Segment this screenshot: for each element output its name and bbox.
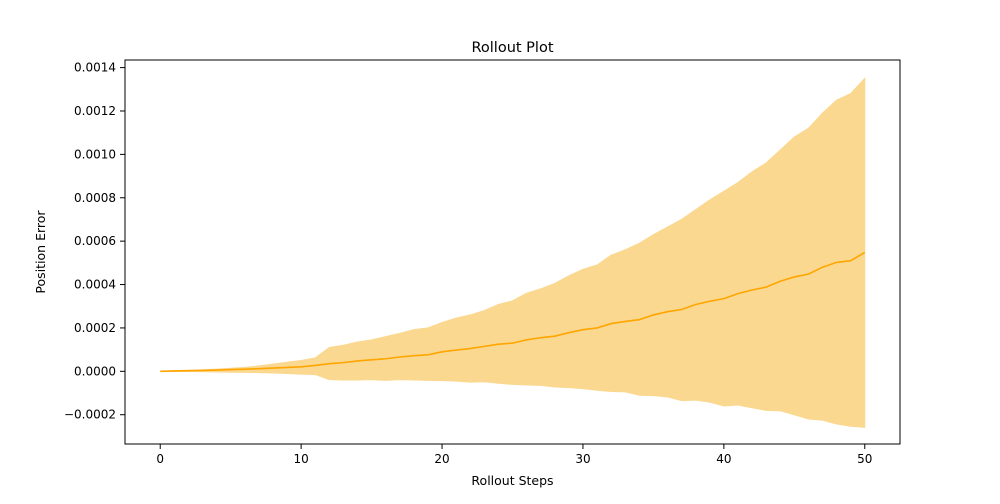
y-axis-ticks: −0.0002 0.0000 0.0002 0.0004 0.0006 0.0008 0.0… (64, 61, 125, 422)
x-tick-label: 50 (857, 452, 872, 466)
y-tick-label: 0.0002 (74, 321, 116, 335)
x-tick-label: 10 (293, 452, 308, 466)
mean-error-line (160, 251, 866, 373)
y-tick-label: −0.0002 (64, 408, 116, 422)
y-axis-label: Position Error (33, 210, 48, 294)
plot-layer (160, 77, 866, 428)
y-tick-label: 0.0000 (74, 364, 116, 378)
x-tick-label: 40 (716, 452, 731, 466)
y-tick-label: 0.0010 (74, 147, 116, 161)
x-axis-ticks: 0 10 20 30 40 50 (156, 444, 872, 466)
y-tick-label: 0.0014 (74, 61, 116, 75)
y-tick-label: 0.0008 (74, 191, 116, 205)
y-tick-label: 0.0004 (74, 278, 116, 292)
x-tick-label: 30 (575, 452, 590, 466)
x-tick-label: 20 (434, 452, 449, 466)
x-axis-label: Rollout Steps (471, 473, 553, 488)
y-tick-label: 0.0006 (74, 234, 116, 248)
x-tick-label: 0 (156, 452, 164, 466)
chart-title: Rollout Plot (471, 40, 553, 56)
plot-frame (124, 59, 901, 445)
y-tick-label: 0.0012 (74, 104, 116, 118)
